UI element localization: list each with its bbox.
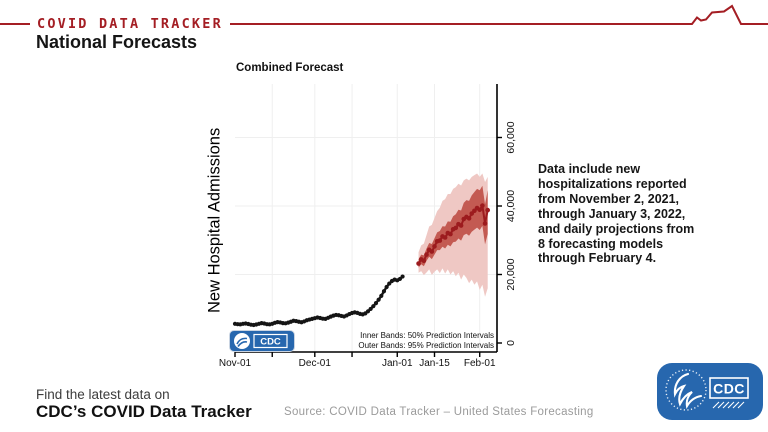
svg-text:Jan-01: Jan-01 [382, 358, 413, 369]
cdc-watermark-logo: CDC [229, 330, 295, 352]
footer-lead: Find the latest data on [36, 387, 170, 402]
note-line: through January 3, 2022, [538, 206, 686, 221]
svg-text:CDC: CDC [260, 337, 281, 348]
note-line: hospitalizations reported [538, 176, 687, 191]
y-axis-label: New Hospital Admissions [205, 127, 224, 313]
combined-forecast-chart: Nov-01 Dec-01 Jan-01 Jan-15 Feb-01 0 20,000 40,… [200, 58, 530, 388]
legend-inner-bands: Inner Bands: 50% Prediction Intervals [360, 331, 494, 340]
app-eyebrow: COVID DATA TRACKER [30, 17, 230, 31]
legend-outer-bands: Outer Bands: 95% Prediction Intervals [358, 341, 494, 350]
footer-cdc-tracker-title: CDC’s COVID Data Tracker [36, 402, 252, 421]
svg-text:20,000: 20,000 [505, 258, 517, 290]
forecast-plot: Nov-01 Dec-01 Jan-01 Jan-15 Feb-01 0 20,000 40,… [219, 84, 517, 369]
page-title: National Forecasts [36, 32, 198, 52]
prediction-interval-legend: Inner Bands: 50% Prediction Intervals Ou… [318, 331, 494, 351]
svg-text:60,000: 60,000 [505, 121, 517, 153]
svg-text:Jan-15: Jan-15 [419, 358, 450, 369]
svg-text:CDC: CDC [713, 381, 745, 397]
svg-text:0: 0 [505, 340, 517, 346]
note-line: and daily projections from [538, 221, 695, 236]
heartbeat-line-icon [0, 4, 768, 25]
note-line: from November 2, 2021, [538, 191, 680, 206]
note-line: through February 4. [538, 251, 657, 266]
svg-text:Nov-01: Nov-01 [219, 358, 252, 369]
cdc-watermark-icon: CDC [234, 333, 288, 349]
note-line: Data include new [538, 162, 641, 176]
svg-text:Feb-01: Feb-01 [464, 358, 496, 369]
svg-text:40,000: 40,000 [505, 190, 517, 222]
annotation-note: Data include new hospitalizations report… [538, 162, 743, 266]
chart-title: Combined Forecast [236, 62, 344, 74]
note-line: 8 forecasting models [538, 236, 664, 251]
hhs-eagle-icon: CDC [665, 369, 749, 411]
source-caption: Source: COVID Data Tracker – United Stat… [284, 406, 594, 418]
hhs-cdc-logo: CDC [657, 363, 763, 420]
svg-text:Dec-01: Dec-01 [299, 358, 332, 369]
